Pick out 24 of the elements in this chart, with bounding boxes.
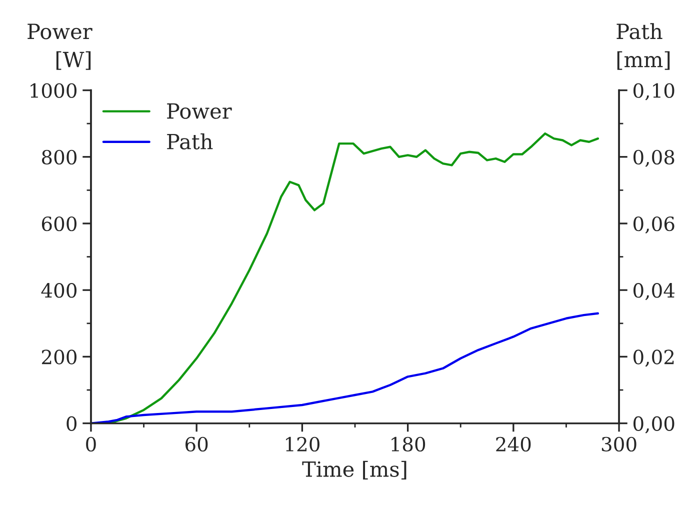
x-tick-label: 60 bbox=[186, 436, 208, 452]
y2-tick-label: 0,10 bbox=[633, 83, 674, 100]
x-tick-label: 300 bbox=[602, 436, 636, 452]
y-tick-label: 400 bbox=[41, 283, 76, 298]
x-tick-label: 0 bbox=[86, 436, 96, 452]
y-tick-label: 800 bbox=[42, 150, 76, 165]
y-tick-label: 200 bbox=[42, 350, 76, 364]
line-series bbox=[90, 312, 600, 424]
x-axis-title: Time [ms] bbox=[302, 460, 406, 480]
y2-axis-title: Path [mm] bbox=[616, 23, 670, 70]
x-tick-label: 240 bbox=[496, 436, 531, 452]
y2-tick-label: 0,02 bbox=[633, 350, 674, 367]
legend-label: Power bbox=[167, 103, 232, 119]
x-tick-label: 120 bbox=[286, 436, 320, 452]
y2-tick-label: 0,04 bbox=[633, 283, 675, 300]
legend-label: Path bbox=[167, 133, 213, 150]
y2-tick-label: 0,00 bbox=[633, 416, 674, 434]
y-tick-label: 0 bbox=[66, 416, 76, 431]
x-tick-label: 180 bbox=[392, 436, 426, 452]
y-tick-label: 1000 bbox=[30, 83, 76, 98]
y-axis-title: Power [W] bbox=[28, 24, 92, 70]
y2-tick-label: 0,06 bbox=[633, 216, 674, 234]
y-tick-label: 600 bbox=[42, 216, 76, 232]
y2-tick-label: 0,08 bbox=[633, 150, 674, 167]
